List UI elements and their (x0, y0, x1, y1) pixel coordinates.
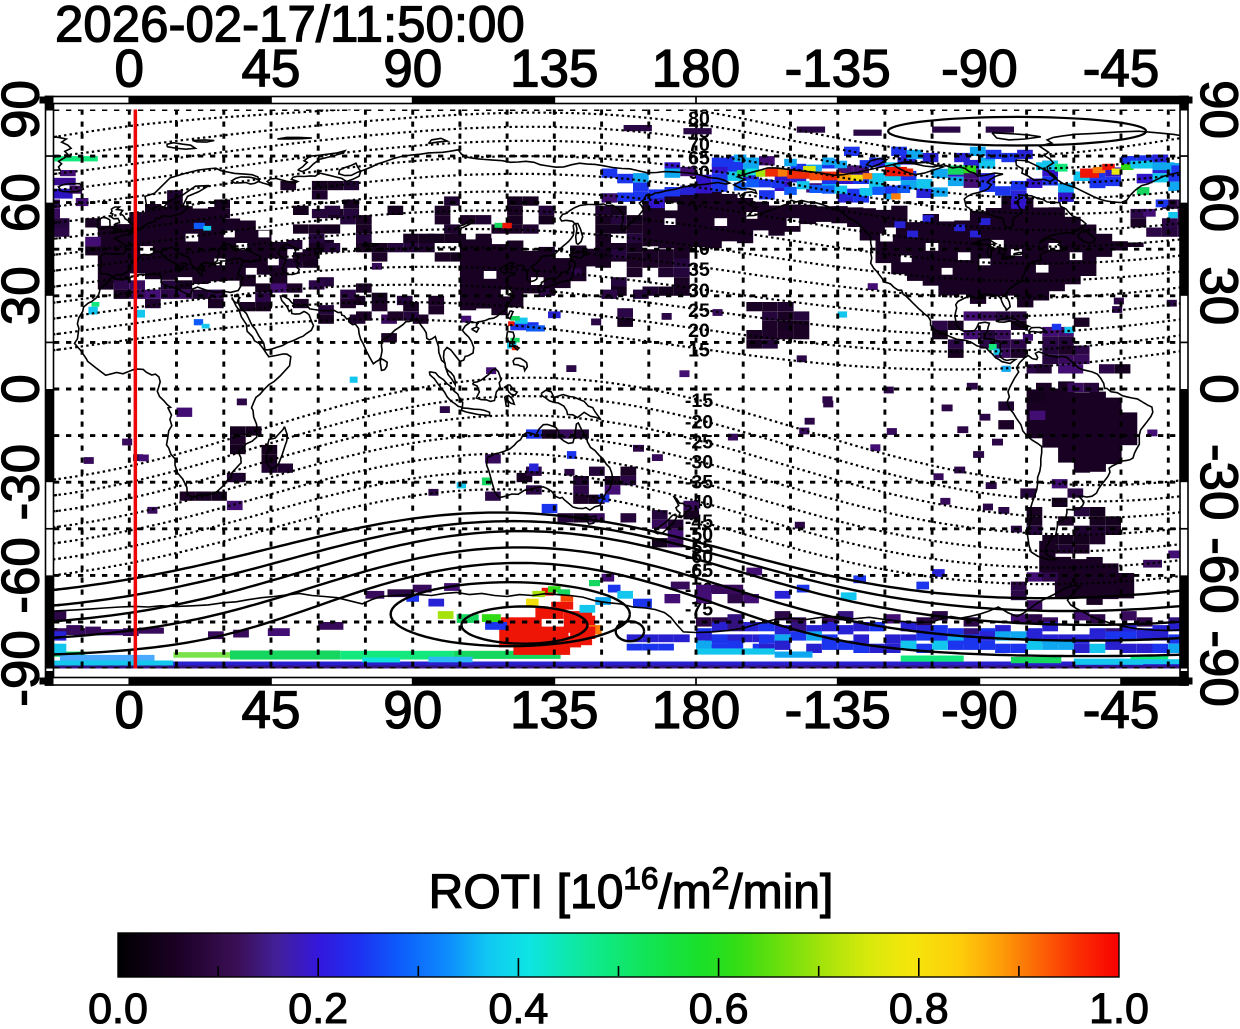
svg-text:-15: -15 (685, 390, 713, 412)
svg-text:60: 60 (1189, 173, 1240, 232)
svg-text:45: 45 (242, 40, 301, 99)
svg-text:-60: -60 (0, 537, 51, 614)
svg-text:90: 90 (1189, 80, 1240, 139)
svg-text:0.6: 0.6 (689, 985, 749, 1024)
svg-text:0.4: 0.4 (489, 985, 549, 1024)
svg-text:45: 45 (242, 681, 301, 740)
svg-text:1.0: 1.0 (1089, 985, 1149, 1024)
svg-text:35: 35 (688, 259, 710, 281)
svg-text:180: 180 (652, 681, 740, 740)
svg-text:0: 0 (1189, 374, 1240, 403)
svg-text:-35: -35 (685, 472, 713, 494)
svg-text:70: 70 (688, 134, 710, 156)
svg-text:-90: -90 (941, 681, 1018, 740)
svg-text:135: 135 (510, 40, 598, 99)
svg-text:-30: -30 (0, 444, 51, 521)
svg-text:-90: -90 (0, 630, 51, 707)
svg-text:20: 20 (688, 320, 710, 342)
svg-text:-90: -90 (941, 40, 1018, 99)
svg-text:0.0: 0.0 (88, 985, 148, 1024)
svg-text:60: 60 (0, 173, 51, 232)
svg-text:-30: -30 (685, 452, 713, 474)
svg-text:135: 135 (510, 681, 598, 740)
svg-text:-55: -55 (685, 537, 713, 559)
svg-text:80: 80 (688, 108, 710, 130)
svg-text:0: 0 (115, 40, 144, 99)
svg-text:-25: -25 (685, 432, 713, 454)
svg-text:-135: -135 (785, 40, 891, 99)
svg-text:-45: -45 (1083, 681, 1160, 740)
svg-text:-75: -75 (685, 599, 713, 621)
svg-text:90: 90 (0, 80, 51, 139)
svg-text:90: 90 (383, 40, 442, 99)
svg-text:-30: -30 (1189, 444, 1240, 521)
svg-text:-90: -90 (1189, 630, 1240, 707)
svg-text:30: 30 (1189, 266, 1240, 325)
svg-text:-20: -20 (685, 412, 713, 434)
svg-text:0.2: 0.2 (288, 985, 348, 1024)
svg-text:30: 30 (0, 266, 51, 325)
svg-text:0: 0 (0, 374, 51, 403)
svg-text:-45: -45 (1083, 40, 1160, 99)
svg-text:25: 25 (688, 300, 710, 322)
svg-text:2026-02-17/11:50:00: 2026-02-17/11:50:00 (55, 0, 525, 53)
svg-text:0: 0 (115, 681, 144, 740)
svg-text:90: 90 (383, 681, 442, 740)
svg-text:180: 180 (652, 40, 740, 99)
svg-text:0.8: 0.8 (889, 985, 949, 1024)
svg-text:15: 15 (688, 340, 710, 362)
svg-text:-60: -60 (1189, 537, 1240, 614)
svg-text:-135: -135 (785, 681, 891, 740)
